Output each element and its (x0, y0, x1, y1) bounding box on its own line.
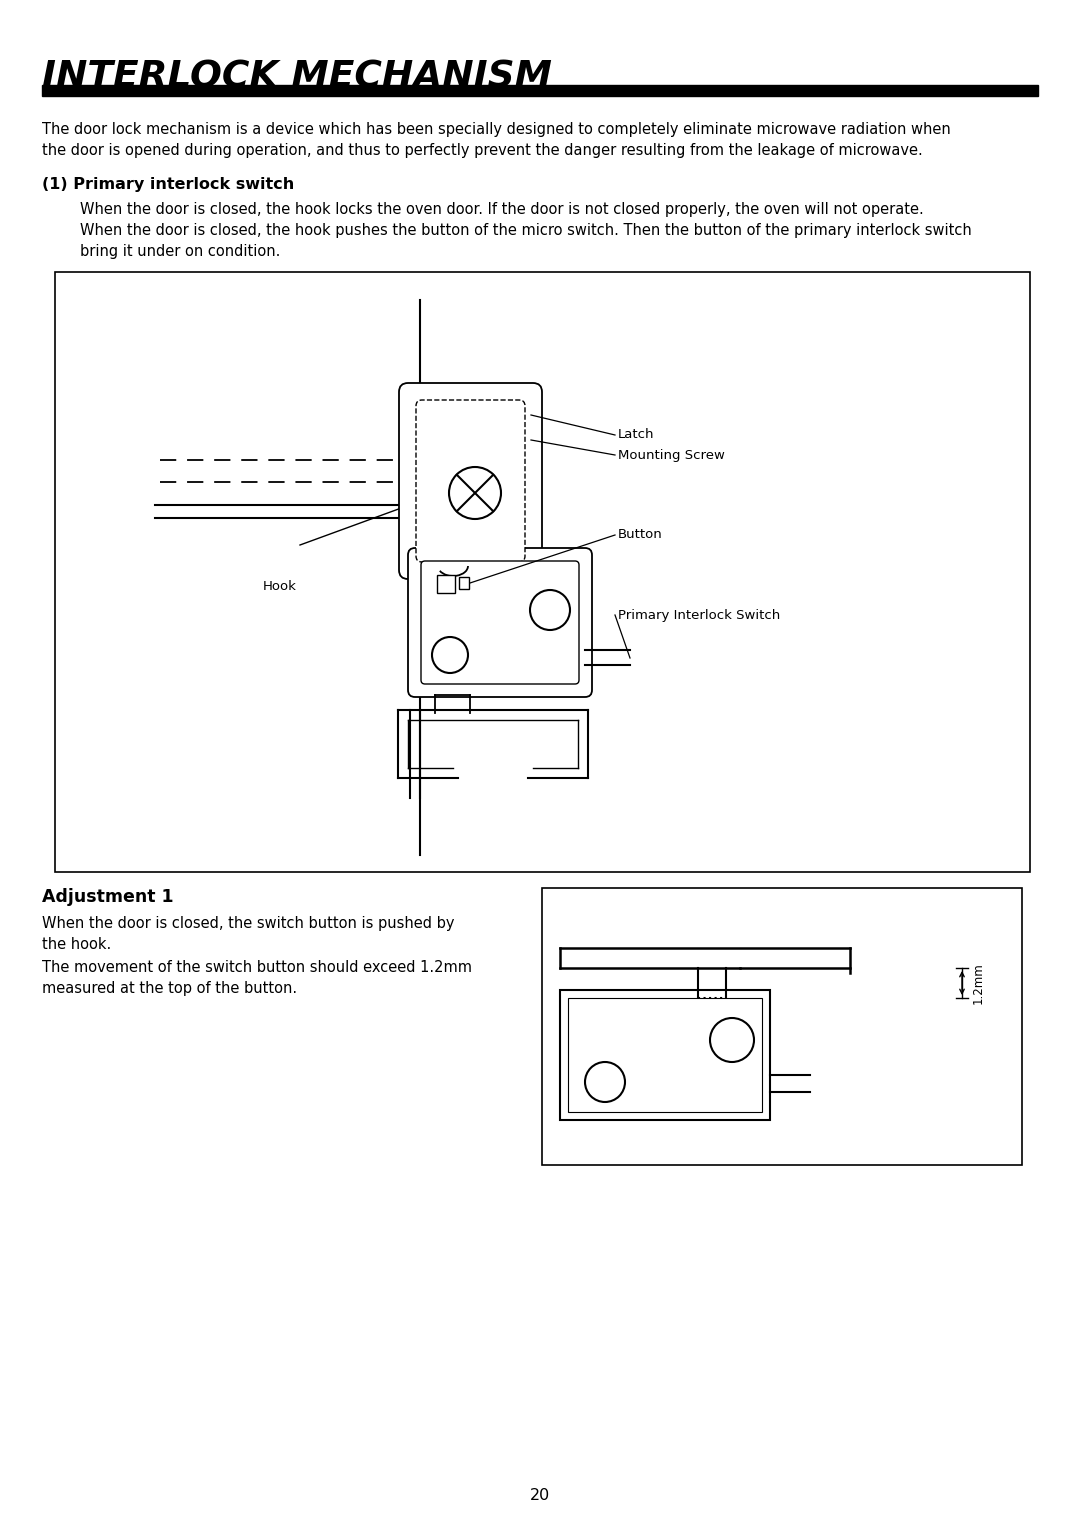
Text: Adjustment 1: Adjustment 1 (42, 888, 174, 906)
Text: The movement of the switch button should exceed 1.2mm: The movement of the switch button should… (42, 960, 472, 975)
FancyBboxPatch shape (399, 384, 542, 579)
FancyBboxPatch shape (408, 549, 592, 697)
Bar (542, 888, 1022, 1164)
FancyBboxPatch shape (416, 400, 525, 562)
Bar (568, 998, 762, 1112)
Text: Mounting Screw: Mounting Screw (618, 449, 725, 461)
Text: the door is opened during operation, and thus to perfectly prevent the danger re: the door is opened during operation, and… (42, 144, 922, 157)
Text: bring it under on condition.: bring it under on condition. (80, 244, 281, 260)
Text: When the door is closed, the switch button is pushed by: When the door is closed, the switch butt… (42, 915, 455, 931)
Text: the hook.: the hook. (42, 937, 111, 952)
Text: Latch: Latch (618, 428, 654, 442)
Text: (1) Primary interlock switch: (1) Primary interlock switch (42, 177, 294, 193)
Bar (42, 86, 1038, 96)
Text: When the door is closed, the hook pushes the button of the micro switch. Then th: When the door is closed, the hook pushes… (80, 223, 972, 238)
Text: measured at the top of the button.: measured at the top of the button. (42, 981, 297, 996)
Text: When the door is closed, the hook locks the oven door. If the door is not closed: When the door is closed, the hook locks … (80, 202, 923, 217)
Bar (437, 575, 455, 593)
Text: 1.2mm: 1.2mm (972, 963, 985, 1004)
Text: 20: 20 (530, 1488, 550, 1504)
Text: Primary Interlock Switch: Primary Interlock Switch (618, 608, 780, 622)
Bar (55, 272, 1030, 872)
Text: The door lock mechanism is a device which has been specially designed to complet: The door lock mechanism is a device whic… (42, 122, 950, 138)
Text: Button: Button (618, 529, 663, 541)
Bar (459, 578, 469, 588)
Text: INTERLOCK MECHANISM: INTERLOCK MECHANISM (42, 60, 552, 96)
Bar (561, 990, 770, 1120)
FancyBboxPatch shape (421, 561, 579, 685)
Text: Hook: Hook (264, 581, 297, 593)
